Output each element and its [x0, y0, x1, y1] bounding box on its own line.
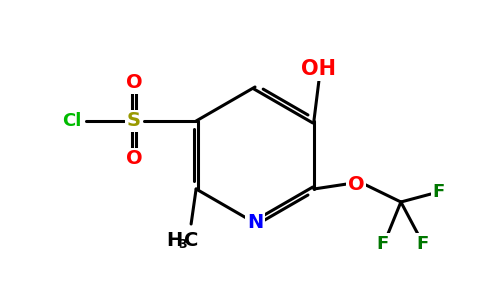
Text: O: O: [126, 74, 142, 92]
Text: N: N: [247, 214, 263, 232]
Text: H: H: [166, 232, 182, 250]
Text: S: S: [127, 112, 141, 130]
Text: F: F: [377, 235, 389, 253]
Text: O: O: [126, 149, 142, 169]
Text: O: O: [348, 175, 364, 194]
Text: C: C: [184, 232, 198, 250]
Text: OH: OH: [302, 59, 336, 79]
Text: 3: 3: [178, 238, 186, 251]
Text: F: F: [433, 183, 445, 201]
Text: F: F: [417, 235, 429, 253]
Text: Cl: Cl: [62, 112, 82, 130]
